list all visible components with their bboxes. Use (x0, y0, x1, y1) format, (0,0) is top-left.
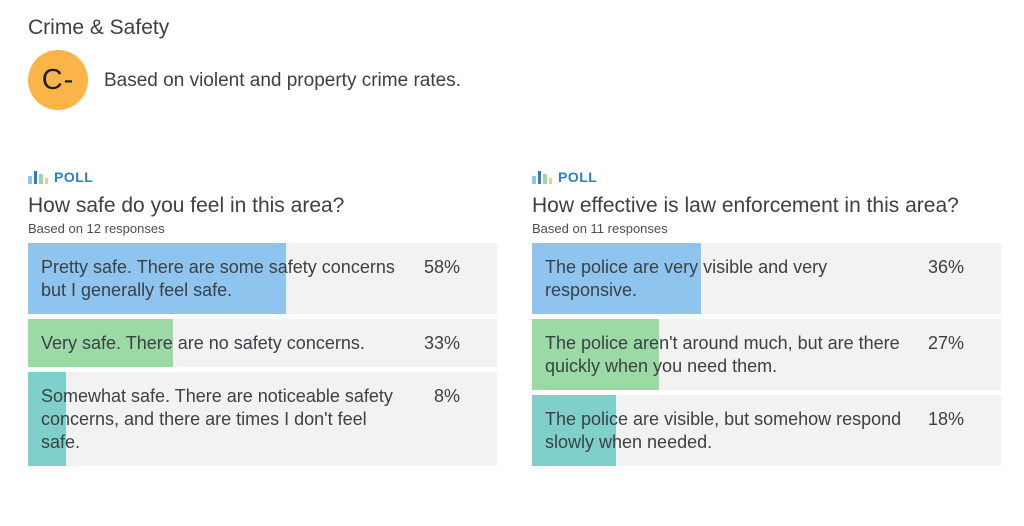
grade-badge: C- (28, 50, 88, 110)
poll-option-bar (532, 395, 617, 466)
poll-option-text: The police aren't around much, but are t… (545, 333, 900, 376)
poll-option-text: Very safe. There are no safety concerns. (41, 333, 365, 353)
poll-option-percent: 8% (433, 386, 460, 406)
poll-question: How effective is law enforcement in this… (532, 194, 959, 217)
poll-response-count: Based on 12 responses (28, 221, 165, 236)
poll-bars-icon (532, 170, 552, 184)
poll-option-percent: 27% (927, 333, 964, 353)
poll-option-bar (28, 372, 66, 466)
poll-option[interactable]: Very safe. There are no safety concerns.… (28, 319, 497, 367)
poll-header: POLL (28, 168, 497, 186)
poll-option-bar (532, 243, 701, 314)
poll-option-percent: 58% (423, 257, 460, 277)
poll-option[interactable]: The police are visible, but somehow resp… (532, 395, 1001, 466)
poll-option-text: Pretty safe. There are some safety conce… (41, 257, 395, 300)
poll-option[interactable]: Somewhat safe. There are noticeable safe… (28, 372, 497, 466)
poll-response-count: Based on 11 responses (532, 221, 668, 236)
poll-card: POLL How safe do you feel in this area? … (28, 168, 497, 471)
section-title: Crime & Safety (28, 16, 170, 39)
poll-option[interactable]: The police aren't around much, but are t… (532, 319, 1001, 390)
poll-option[interactable]: Pretty safe. There are some safety conce… (28, 243, 497, 314)
poll-option-text: The police are visible, but somehow resp… (545, 409, 902, 452)
poll-label: POLL (558, 169, 598, 185)
poll-label: POLL (54, 169, 94, 185)
poll-option[interactable]: The police are very visible and very res… (532, 243, 1001, 314)
poll-option-percent: 18% (927, 409, 964, 429)
poll-header: POLL (532, 168, 1001, 186)
poll-option-bar (28, 319, 174, 367)
grade-description: Based on violent and property crime rate… (104, 70, 461, 91)
poll-option-bar (28, 243, 286, 314)
poll-option-bar (532, 319, 659, 390)
poll-card: POLL How effective is law enforcement in… (532, 168, 1001, 471)
poll-option-text: Somewhat safe. There are noticeable safe… (41, 386, 393, 452)
poll-bars-icon (28, 170, 48, 184)
poll-option-percent: 33% (423, 333, 460, 353)
poll-option-percent: 36% (927, 257, 964, 277)
poll-option-text: The police are very visible and very res… (545, 257, 828, 300)
poll-question: How safe do you feel in this area? (28, 194, 345, 217)
